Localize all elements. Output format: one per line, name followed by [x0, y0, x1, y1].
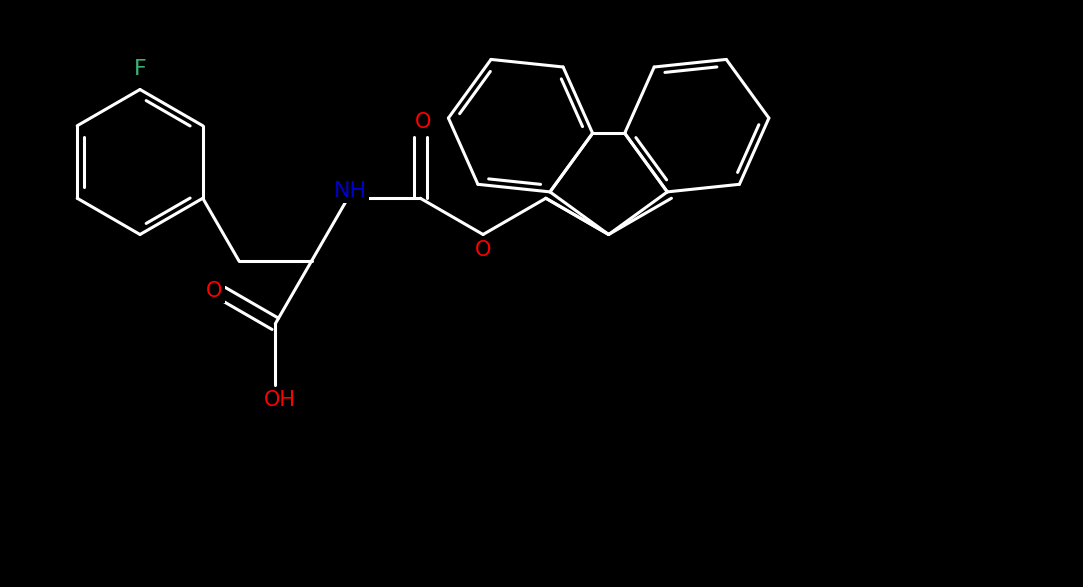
- Text: O: O: [415, 112, 431, 131]
- Text: O: O: [474, 239, 492, 259]
- Text: F: F: [133, 59, 146, 79]
- Text: O: O: [206, 281, 223, 301]
- Text: NH: NH: [334, 181, 367, 201]
- Text: OH: OH: [264, 390, 297, 410]
